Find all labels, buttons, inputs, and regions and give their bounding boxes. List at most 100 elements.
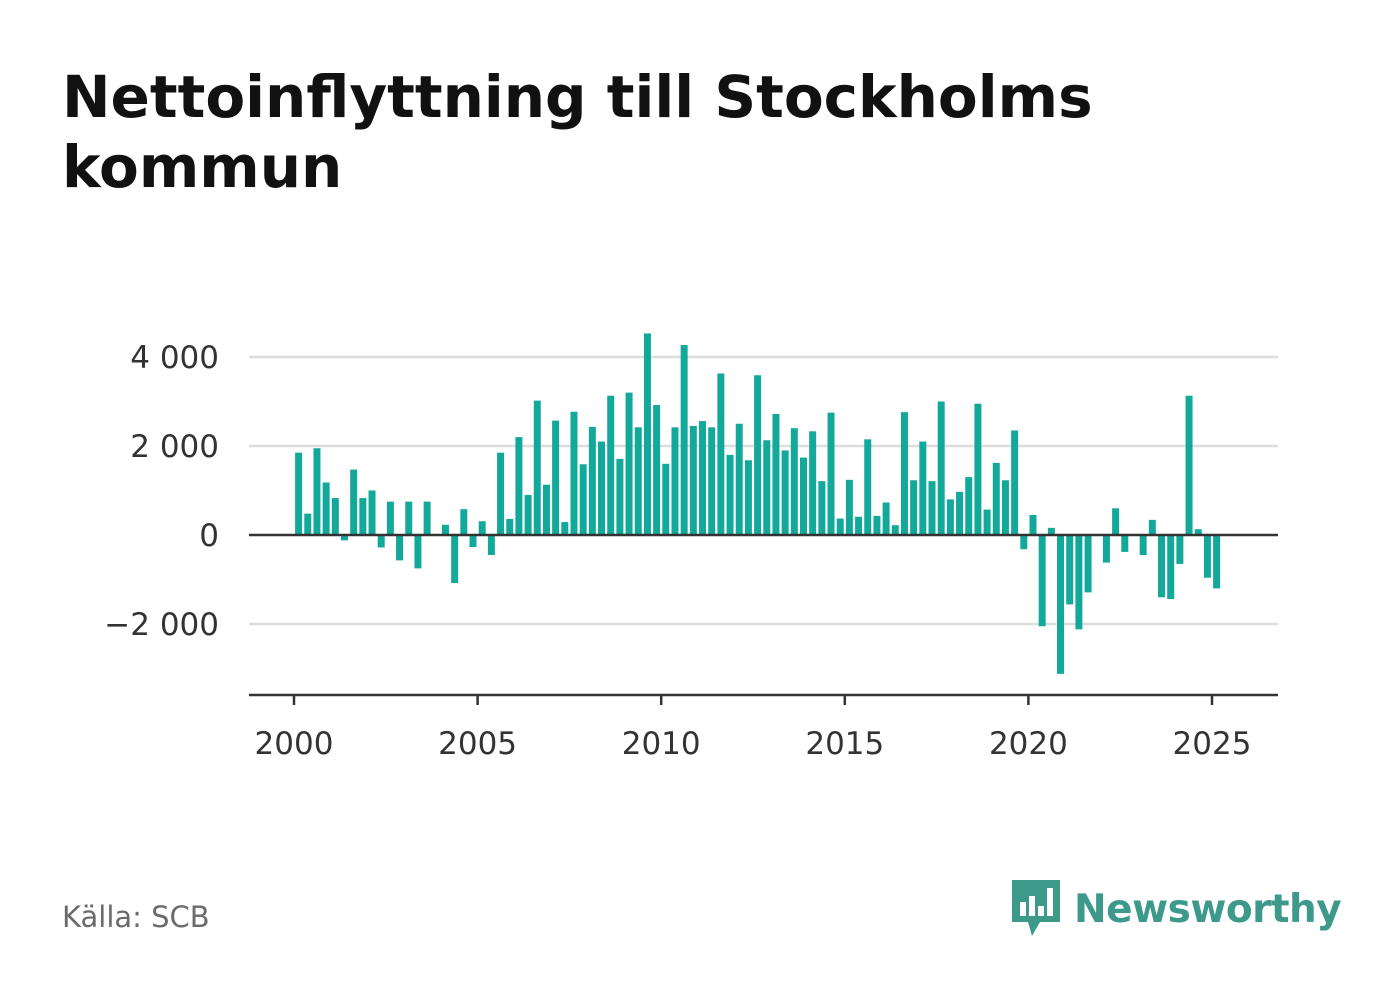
- bar: [1084, 535, 1092, 593]
- bar: [533, 400, 541, 535]
- x-tick-label: 2020: [989, 726, 1068, 762]
- brand-name: Newsworthy: [1074, 886, 1342, 932]
- bar: [726, 454, 734, 535]
- newsworthy-logo-icon: [1012, 880, 1060, 936]
- bar: [735, 423, 743, 535]
- x-tick-label: 2015: [805, 726, 884, 762]
- bar: [331, 498, 339, 535]
- bar: [919, 441, 927, 535]
- bar: [1112, 508, 1120, 535]
- bar: [1057, 535, 1065, 674]
- bar: [946, 499, 954, 535]
- bar: [790, 428, 798, 535]
- bar: [1185, 395, 1193, 535]
- bar: [350, 469, 358, 535]
- bar: [1139, 535, 1147, 556]
- bar: [891, 525, 899, 535]
- bar: [616, 458, 624, 535]
- x-tick-label: 2010: [622, 726, 701, 762]
- bar: [396, 535, 404, 561]
- bar: [1075, 535, 1083, 630]
- bar: [1102, 535, 1110, 563]
- bar: [910, 480, 918, 535]
- bar: [653, 405, 661, 535]
- bar: [699, 421, 706, 535]
- bar: [552, 420, 560, 535]
- bar: [341, 535, 348, 541]
- bar: [1176, 535, 1184, 564]
- bar: [643, 333, 651, 535]
- bar: [460, 509, 468, 535]
- bar: [377, 535, 385, 548]
- bar: [1121, 535, 1129, 552]
- chart-title: Nettoinflyttning till Stockholms kommun: [62, 63, 1093, 201]
- bar: [625, 392, 633, 535]
- x-tick-label: 2025: [1173, 726, 1252, 762]
- bar: [818, 481, 826, 535]
- bar: [708, 427, 716, 535]
- bar: [368, 490, 376, 535]
- bar: [717, 373, 725, 535]
- bar: [469, 535, 477, 548]
- bar: [1020, 535, 1028, 550]
- bar: [1001, 480, 1009, 535]
- bar: [570, 411, 578, 535]
- x-tick-label: 2005: [438, 726, 517, 762]
- bar: [524, 494, 532, 535]
- bar: [542, 484, 550, 535]
- bar: [928, 481, 936, 535]
- brand-logo[interactable]: Newsworthy: [1010, 878, 1342, 940]
- bar: [809, 431, 817, 535]
- bar: [992, 462, 1000, 535]
- bar: [405, 501, 413, 536]
- bar: [882, 502, 890, 535]
- y-tick-label: 4 000: [130, 340, 219, 376]
- bar: [386, 501, 394, 536]
- bar: [873, 515, 881, 535]
- bar: [671, 427, 679, 535]
- bar: [855, 516, 863, 535]
- bar: [295, 452, 303, 535]
- bar: [497, 452, 505, 535]
- bar: [1158, 535, 1165, 598]
- x-tick-label: 2000: [255, 726, 334, 762]
- bar: [864, 439, 872, 535]
- bar: [763, 440, 771, 535]
- bar: [744, 460, 752, 535]
- bar: [478, 521, 486, 535]
- bar: [322, 482, 330, 535]
- bar: [1029, 514, 1037, 535]
- bar: [836, 518, 844, 535]
- bar: [506, 518, 514, 535]
- bar: [827, 412, 835, 536]
- bar: [956, 491, 964, 535]
- bar: [359, 498, 367, 535]
- bar: [634, 427, 642, 535]
- bar: [689, 425, 697, 535]
- bar: [561, 522, 569, 535]
- bar: [423, 501, 431, 536]
- bar: [754, 375, 762, 535]
- bar: [1047, 527, 1055, 535]
- axes: −2 000 0 2 000 4 000 2000 2005 2010 2015 2020 202…: [104, 340, 1278, 762]
- bar: [983, 509, 991, 535]
- bar: [515, 437, 523, 535]
- bar: [1066, 535, 1074, 605]
- bar: [414, 535, 422, 569]
- bar: [313, 448, 321, 535]
- bar: [937, 401, 945, 535]
- bar: [607, 395, 615, 535]
- bar: [1203, 535, 1211, 578]
- bar: [772, 413, 780, 535]
- y-tick-label: −2 000: [104, 607, 219, 643]
- bar: [1194, 529, 1202, 535]
- bar: [579, 464, 587, 535]
- bar: [680, 344, 688, 535]
- bars: [295, 333, 1221, 674]
- bar: [845, 479, 853, 535]
- bar: [800, 457, 807, 535]
- bar: [487, 535, 495, 556]
- bar: [304, 513, 312, 535]
- bar: [1213, 535, 1221, 589]
